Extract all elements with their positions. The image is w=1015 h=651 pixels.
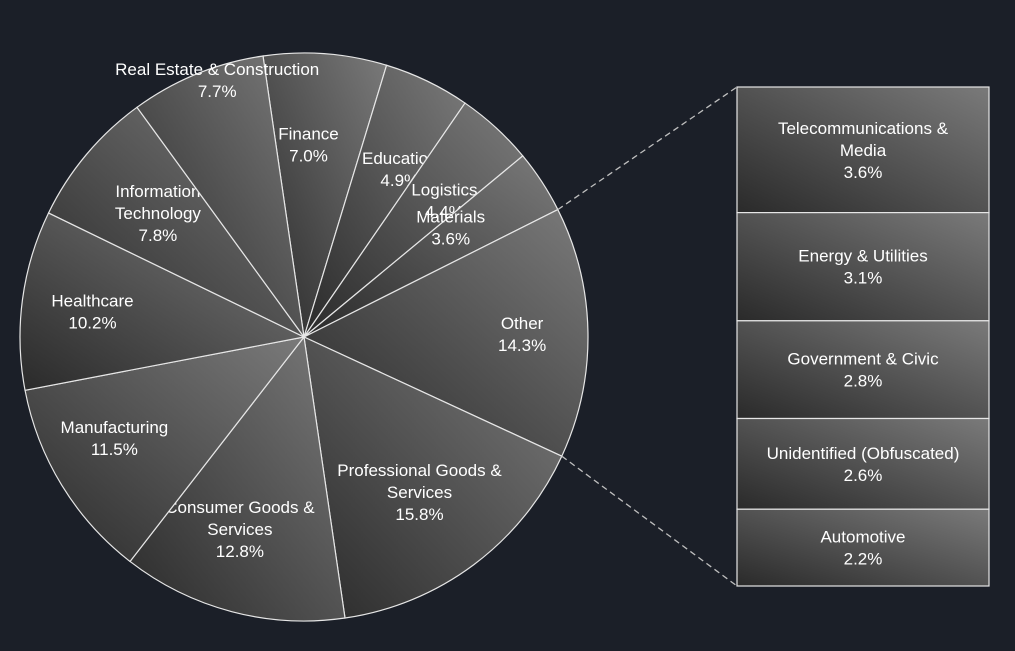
breakdown-label-automotive: Automotive 2.2% [820, 528, 905, 569]
breakdown-segment-government-civic [736, 320, 990, 420]
breakdown-label-unidentified-obfuscated: Unidentified (Obfuscated) 2.6% [767, 444, 960, 485]
connector-line-top [557, 86, 738, 211]
breakdown-segment-telecommunications-media [736, 86, 990, 214]
slice-label-manufacturing: Manufacturing 11.5% [61, 418, 169, 459]
slice-label-materials: Materials 3.6% [416, 207, 485, 248]
pie-slice-healthcare [19, 212, 306, 392]
slice-label-other: Other 14.3% [498, 314, 546, 355]
connector-line-bottom [561, 455, 738, 587]
breakdown-label-energy-utilities: Energy & Utilities 3.1% [798, 247, 927, 288]
slice-label-real-estate-construction: Real Estate & Construction 7.7% [115, 60, 319, 101]
pie-slice-other [302, 208, 589, 458]
pie-slice-professional-goods-services [303, 335, 563, 619]
breakdown-label-telecommunications-media: Telecommunications & Media 3.6% [778, 119, 949, 182]
breakdown-segment-automotive [736, 508, 990, 587]
pie-slice-real-estate-construction [136, 55, 305, 338]
slice-label-finance: Finance 7.0% [278, 124, 338, 165]
breakdown-label-government-civic: Government & Civic 2.8% [787, 350, 939, 391]
breakdown-segment-unidentified-obfuscated [736, 417, 990, 510]
pie-slice-manufacturing [24, 336, 306, 563]
breakdown-segment-energy-utilities [736, 212, 990, 322]
pie-slice-consumer-goods-services [129, 335, 346, 622]
pie-slice-information-technology [47, 106, 305, 338]
slice-label-information-technology: Information Technology 7.8% [115, 182, 202, 245]
slice-label-healthcare: Healthcare 10.2% [51, 292, 133, 333]
slice-label-professional-goods-services: Professional Goods & Services 15.8% [337, 461, 502, 524]
slice-label-consumer-goods-services: Consumer Goods & Services 12.8% [165, 498, 315, 561]
